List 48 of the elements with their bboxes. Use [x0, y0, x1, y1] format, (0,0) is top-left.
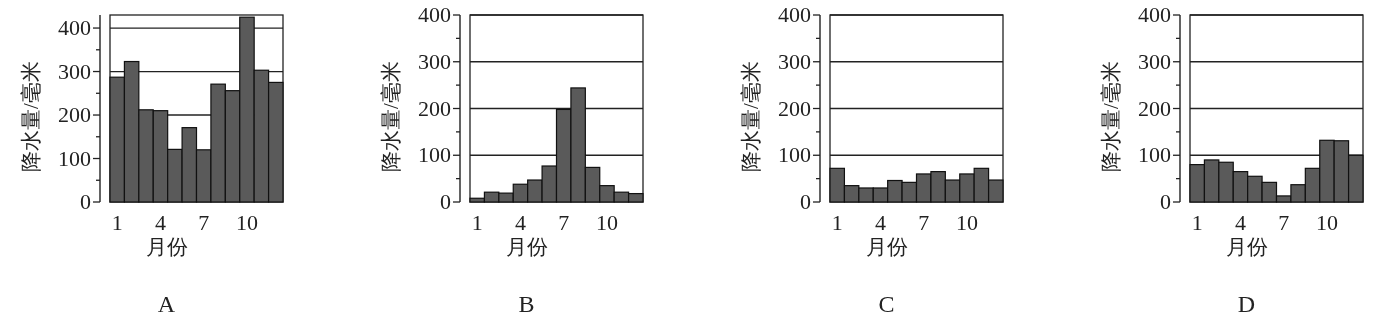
y-tick-label: 0 — [1160, 189, 1171, 214]
x-tick-label: 10 — [955, 210, 978, 235]
x-tick-label: 10 — [235, 210, 258, 235]
x-tick-label: 10 — [1315, 210, 1338, 235]
x-tick-label: 1 — [111, 210, 123, 235]
y-axis-title: 降水量/毫米 — [19, 61, 43, 172]
y-tick-label: 400 — [778, 2, 811, 27]
y-tick-label: 400 — [58, 15, 91, 41]
y-axis-title: 降水量/毫米 — [379, 61, 403, 172]
y-tick-label: 200 — [418, 95, 451, 121]
y-tick-label: 300 — [778, 48, 811, 74]
y-tick-label: 300 — [1138, 48, 1171, 74]
y-tick-label: 100 — [1138, 142, 1171, 168]
y-axis-title: 降水量/毫米 — [1099, 61, 1123, 172]
y-tick-label: 0 — [80, 189, 91, 214]
y-tick-label: 100 — [778, 142, 811, 168]
x-axis-title: 月份 — [1225, 235, 1268, 259]
x-tick-label: 10 — [595, 210, 618, 235]
y-tick-label: 200 — [58, 102, 91, 128]
x-axis-title: 月份 — [145, 235, 188, 259]
x-tick-label: 4 — [154, 210, 166, 235]
text: A — [157, 291, 176, 317]
x-tick-label: 7 — [918, 210, 930, 235]
y-tick-label: 400 — [418, 2, 451, 27]
x-tick-label: 4 — [514, 210, 526, 235]
y-axis-title: 降水量/毫米 — [739, 61, 763, 172]
x-tick-label: 1 — [831, 210, 843, 235]
x-axis-title: 月份 — [505, 235, 548, 259]
y-tick-label: 400 — [1138, 2, 1171, 27]
x-tick-label: 7 — [558, 210, 570, 235]
text: C — [878, 291, 895, 317]
y-tick-label: 0 — [440, 189, 451, 214]
y-tick-label: 200 — [1138, 95, 1171, 121]
y-tick-label: 100 — [418, 142, 451, 168]
x-tick-label: 7 — [1278, 210, 1290, 235]
y-tick-label: 0 — [800, 189, 811, 214]
x-tick-label: 4 — [874, 210, 886, 235]
x-tick-label: 1 — [471, 210, 483, 235]
x-tick-label: 4 — [1234, 210, 1246, 235]
text: B — [518, 291, 535, 317]
y-tick-label: 100 — [58, 145, 91, 171]
x-tick-label: 7 — [198, 210, 210, 235]
y-tick-label: 300 — [418, 48, 451, 74]
y-tick-label: 200 — [778, 95, 811, 121]
x-axis-title: 月份 — [865, 235, 908, 259]
text: D — [1237, 291, 1256, 317]
y-tick-label: 300 — [58, 58, 91, 84]
x-tick-label: 1 — [1191, 210, 1203, 235]
